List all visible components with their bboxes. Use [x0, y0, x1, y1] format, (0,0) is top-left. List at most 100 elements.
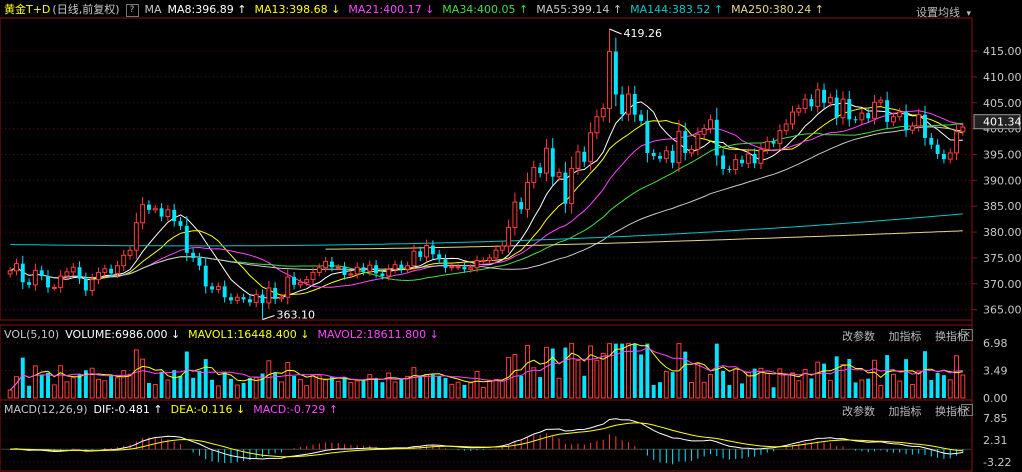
symbol-name: 黄金T+D [4, 3, 51, 16]
volume-bar [745, 371, 751, 399]
volume-bar [109, 375, 114, 398]
volume-bar [273, 372, 278, 398]
volume-bar [827, 379, 833, 399]
volume-bar [172, 370, 177, 398]
volume-bar [140, 358, 146, 399]
volume-bar [582, 375, 587, 398]
macd-header: MACD(12,26,9) DIF:-0.481 ↑ DEA:-0.116 ↓ MA… [4, 402, 346, 418]
chevron-down-icon: ▾ [966, 9, 972, 19]
candle-body [127, 249, 133, 256]
volume-bar [626, 343, 631, 399]
period-label: (日线,前复权) [52, 3, 120, 16]
macd-tick-label: 7.85 [983, 412, 1008, 425]
candle-body [114, 265, 120, 274]
candle-body [512, 201, 518, 228]
volume-bar [133, 349, 139, 399]
macd-change-params-button[interactable]: 改参数 [842, 405, 875, 418]
volume-bar [575, 359, 581, 399]
candle-body [758, 148, 764, 164]
candle-body [904, 112, 909, 131]
candle-body [783, 123, 789, 132]
volume-bar [278, 381, 284, 399]
candle-body [437, 254, 442, 260]
volume-bar [909, 383, 915, 399]
candle-body [380, 273, 385, 277]
price-tick-label: 385.00 [983, 200, 1022, 213]
candle-body [348, 273, 354, 276]
candle-body [222, 286, 227, 298]
candle-body [20, 263, 25, 283]
help-icon[interactable]: ? [125, 3, 139, 17]
candle-body [569, 167, 575, 205]
volume-bar [733, 368, 739, 399]
candle-body [83, 278, 88, 291]
candle-body [39, 270, 44, 277]
volume-tick-label: 3.49 [983, 365, 1008, 378]
volume-bar [519, 375, 524, 398]
volume-bar [292, 375, 297, 398]
volume-bar [335, 380, 341, 399]
candle-body [519, 202, 524, 210]
ma13-line [9, 106, 963, 296]
macd-add-indicator-button[interactable]: 加指标 [888, 405, 922, 418]
candle-body [64, 271, 70, 277]
candle-body [102, 268, 108, 273]
candle-body [354, 266, 360, 275]
volume-add-indicator-button[interactable]: 加指标 [888, 330, 922, 343]
volume-indicator-0: VOLUME:6986.000 ↓ [65, 328, 181, 341]
volume-bar [386, 372, 392, 399]
candle-body [626, 93, 631, 115]
volume-bar [392, 381, 398, 399]
candle-body [531, 166, 537, 183]
volume-bar [374, 377, 379, 398]
volume-bar [594, 359, 600, 399]
main-header: 黄金T+D (日线,前复权) ? MA MA8:396.89 ↑ MA13:398… [4, 2, 832, 18]
volume-bar [102, 380, 108, 399]
ma21-line [9, 110, 963, 288]
macd-close-icon[interactable]: × [961, 404, 973, 416]
macd-tick-label: 2.31 [983, 434, 1008, 447]
current-price-tag [973, 114, 1021, 130]
volume-bar [253, 377, 259, 399]
ma34-line [9, 122, 963, 282]
candle-body [815, 89, 821, 107]
volume-bar [714, 343, 719, 398]
volume-bar [455, 381, 461, 399]
candle-body [203, 265, 208, 287]
volume-bar [430, 374, 435, 398]
volume-bar [727, 385, 732, 398]
volume-bar [708, 374, 713, 399]
volume-bar [399, 378, 404, 398]
mavol10-line [9, 347, 963, 391]
volume-bar [27, 385, 32, 398]
candle-body [822, 89, 826, 103]
volume-bar [790, 372, 795, 399]
volume-tick-label: 0.00 [983, 392, 1008, 405]
macd-indicator-0: DIF:-0.481 ↑ [93, 403, 163, 416]
volume-close-icon[interactable]: × [961, 329, 973, 341]
price-tick-label: 380.00 [983, 226, 1022, 239]
volume-bar [46, 372, 50, 398]
ma-settings-button[interactable]: 设置均线 ▾ [916, 4, 971, 20]
candle-body [304, 279, 310, 283]
macd-switch-indicator-button[interactable]: 换指标 [935, 405, 968, 418]
candle-body [210, 286, 215, 290]
candle-body [764, 141, 770, 150]
volume-bar [670, 372, 675, 398]
candle-body [455, 266, 461, 269]
volume-bar [815, 361, 821, 399]
volume-bar [367, 374, 373, 399]
candle-body [253, 294, 259, 303]
candle-body [310, 271, 316, 281]
volume-bar [487, 379, 493, 399]
candle-body [418, 251, 423, 257]
volume-change-params-button[interactable]: 改参数 [842, 330, 875, 343]
volume-bar [556, 377, 562, 399]
volume-switch-indicator-button[interactable]: 换指标 [935, 330, 968, 343]
volume-bar [853, 382, 858, 398]
volume-bar [297, 379, 303, 399]
volume-bar [380, 382, 385, 398]
volume-bar [796, 380, 802, 399]
candle-body [474, 260, 480, 269]
